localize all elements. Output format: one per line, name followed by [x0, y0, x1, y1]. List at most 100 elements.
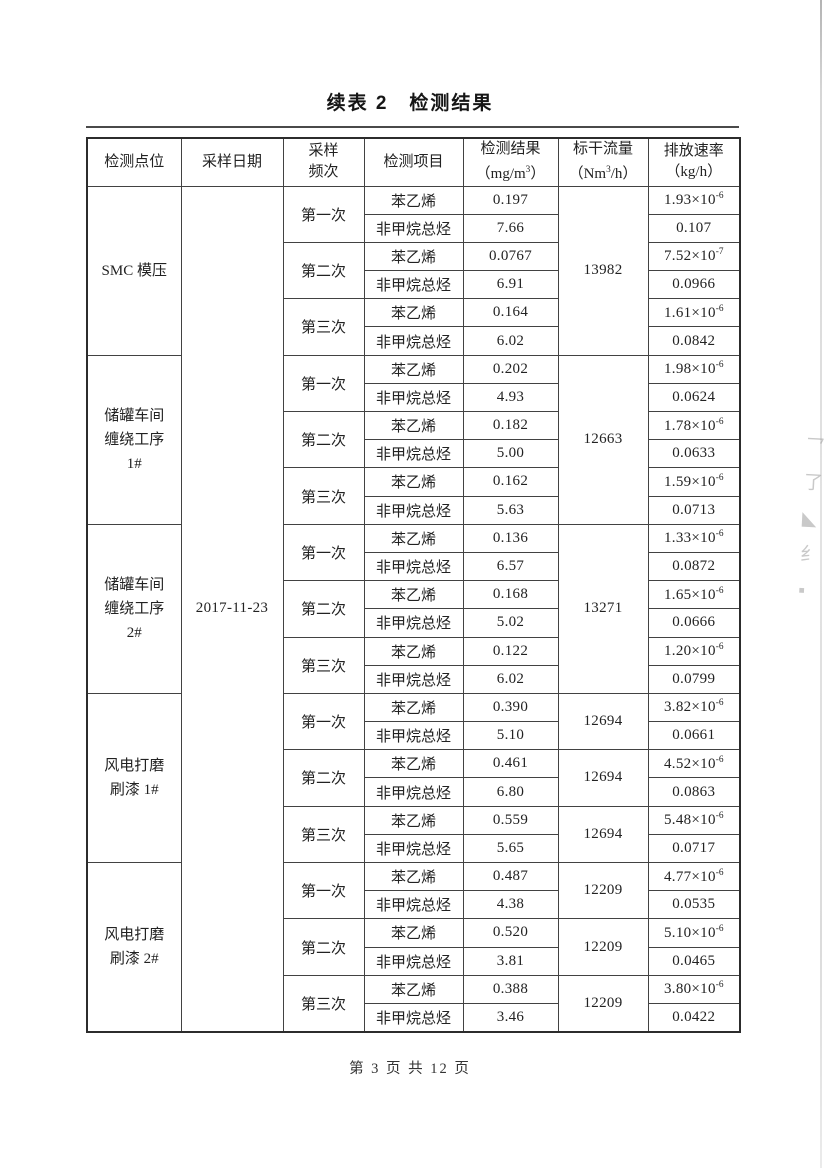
- table-row: 第三次 苯乙烯 0.559 12694 5.48×10-6: [87, 805, 741, 864]
- table-row: 第二次 苯乙烯 0.168 1.65×10-6: [87, 580, 741, 638]
- cell-item: 苯乙烯: [363, 185, 464, 215]
- cell-result: 7.66: [462, 213, 559, 243]
- cell-item: 苯乙烯: [363, 241, 464, 272]
- cell-flow: 12663: [557, 354, 649, 525]
- cell-frequency: 第三次: [282, 636, 365, 694]
- header-col-flow: 标干流量 （Nm3/h）: [557, 137, 649, 187]
- table-row: 非甲烷总烃 6.02 0.0842: [87, 326, 741, 356]
- cell-result: 6.02: [462, 664, 559, 694]
- edge-stamp-fragment: 纟: [799, 544, 820, 567]
- cell-rate: 0.0799: [647, 664, 741, 694]
- header-col-point: 检测点位: [86, 137, 182, 187]
- table-row: 第二次 苯乙烯 0.520 12209 5.10×10-6: [87, 918, 741, 976]
- detection-results-table: 检测点位 采样日期 采样 频次 检测项目 检测结果 （mg/m3） 标干流量 （Nm3/h） 排放…: [86, 137, 741, 1033]
- cell-item: 非甲烷总烃: [363, 495, 464, 525]
- cell-result: 0.168: [462, 580, 559, 610]
- edge-stamp-fragment: 乛: [805, 436, 826, 459]
- cell-flow: 12694: [557, 805, 649, 864]
- cell-item: 苯乙烯: [363, 298, 464, 328]
- cell-result: 5.10: [462, 721, 559, 751]
- cell-frequency: 第一次: [282, 692, 365, 751]
- cell-point-0: SMC 模压: [86, 185, 182, 356]
- cell-point-2: 储罐车间 缠绕工序 2#: [86, 523, 182, 694]
- cell-rate: 1.93×10-6: [647, 185, 741, 215]
- cell-rate: 5.10×10-6: [647, 918, 741, 948]
- cell-frequency: 第一次: [282, 185, 365, 243]
- cell-sampling-date: 2017-11-23: [180, 185, 284, 1033]
- cell-flow: 12209: [557, 918, 649, 976]
- cell-result: 0.202: [462, 354, 559, 384]
- cell-rate: 1.59×10-6: [647, 467, 741, 497]
- cell-frequency: 第一次: [282, 523, 365, 582]
- table-row: 非甲烷总烃 5.65 0.0717: [87, 833, 741, 864]
- cell-frequency: 第三次: [282, 298, 365, 356]
- table-row: 非甲烷总烃 7.66 0.107: [87, 213, 741, 243]
- table-row: 储罐车间 缠绕工序 1# 第一次 苯乙烯 0.202 12663 1.98×10-6: [86, 354, 741, 525]
- cell-point-1: 储罐车间 缠绕工序 1#: [86, 354, 182, 525]
- cell-result: 4.93: [462, 382, 559, 413]
- table-row: 第二次 苯乙烯 0.461 12694 4.52×10-6: [87, 749, 741, 807]
- cell-result: 0.0767: [462, 241, 559, 272]
- cell-frequency: 第二次: [282, 580, 365, 638]
- table-row: 非甲烷总烃 5.63 0.0713: [87, 495, 741, 525]
- cell-item: 非甲烷总烃: [363, 777, 464, 807]
- table-row: 第三次 苯乙烯 0.122 1.20×10-6: [87, 636, 741, 694]
- cell-frequency: 第一次: [282, 354, 365, 413]
- cell-rate: 0.0713: [647, 495, 741, 525]
- cell-frequency: 第一次: [282, 861, 365, 920]
- cell-frequency: 第三次: [282, 467, 365, 525]
- table-row: 第三次 苯乙烯 0.162 1.59×10-6: [87, 467, 741, 525]
- cell-result: 6.02: [462, 326, 559, 356]
- table-row: 风电打磨 刷漆 1# 第一次 苯乙烯 0.390 12694 3.82×10-6: [86, 692, 741, 864]
- table-row: 第三次 苯乙烯 0.164 1.61×10-6: [87, 298, 741, 356]
- cell-item: 非甲烷总烃: [363, 213, 464, 243]
- cell-result: 0.520: [462, 918, 559, 948]
- table-row: 非甲烷总烃 5.02 0.0666: [87, 608, 741, 638]
- cell-flow: 12209: [557, 974, 649, 1033]
- cell-item: 非甲烷总烃: [363, 270, 464, 300]
- table-row: 第二次 苯乙烯 0.182 1.78×10-6: [87, 410, 741, 469]
- cell-result: 3.81: [462, 946, 559, 976]
- cell-result: 5.63: [462, 495, 559, 525]
- cell-item: 苯乙烯: [363, 749, 464, 779]
- header-col-result: 检测结果 （mg/m3）: [462, 137, 559, 187]
- cell-rate: 3.82×10-6: [647, 692, 741, 723]
- cell-item: 苯乙烯: [363, 636, 464, 666]
- cell-rate: 0.0842: [647, 326, 741, 356]
- cell-item: 苯乙烯: [363, 354, 464, 384]
- cell-result: 5.00: [462, 439, 559, 469]
- table-body: SMC 模压 2017-11-23 第一次 苯乙烯 0.197 13982 1.93×10-…: [86, 185, 741, 1033]
- cell-rate: 0.0535: [647, 890, 741, 920]
- cell-rate: 0.0966: [647, 270, 741, 300]
- table-row: 非甲烷总烃 4.38 0.0535: [87, 890, 741, 920]
- table-row: 非甲烷总烃 3.46 0.0422: [87, 1002, 741, 1033]
- cell-rate: 1.33×10-6: [647, 523, 741, 553]
- cell-rate: 0.0666: [647, 608, 741, 638]
- cell-result: 0.388: [462, 974, 559, 1004]
- cell-item: 苯乙烯: [363, 805, 464, 835]
- cell-result: 0.461: [462, 749, 559, 779]
- cell-result: 6.91: [462, 270, 559, 300]
- cell-item: 苯乙烯: [363, 410, 464, 441]
- cell-result: 0.559: [462, 805, 559, 835]
- cell-flow: 12694: [557, 749, 649, 807]
- cell-item: 非甲烷总烃: [363, 664, 464, 694]
- cell-frequency: 第二次: [282, 241, 365, 300]
- cell-flow: 13271: [557, 523, 649, 694]
- cell-rate: 0.0465: [647, 946, 741, 976]
- cell-rate: 3.80×10-6: [647, 974, 741, 1004]
- cell-item: 非甲烷总烃: [363, 326, 464, 356]
- cell-rate: 0.0633: [647, 439, 741, 469]
- cell-rate: 1.61×10-6: [647, 298, 741, 328]
- cell-frequency: 第三次: [282, 974, 365, 1033]
- table-top-rule: [86, 126, 739, 128]
- cell-item: 苯乙烯: [363, 467, 464, 497]
- footer-page-number: 第 3 页 共 12 页: [349, 1061, 471, 1077]
- table-row: 非甲烷总烃 6.91 0.0966: [87, 270, 741, 300]
- edge-stamp-fragment: 了: [803, 472, 824, 495]
- cell-item: 非甲烷总烃: [363, 1002, 464, 1033]
- cell-item: 苯乙烯: [363, 692, 464, 723]
- cell-result: 6.57: [462, 551, 559, 582]
- cell-rate: 4.77×10-6: [647, 861, 741, 892]
- cell-rate: 0.0422: [647, 1002, 741, 1033]
